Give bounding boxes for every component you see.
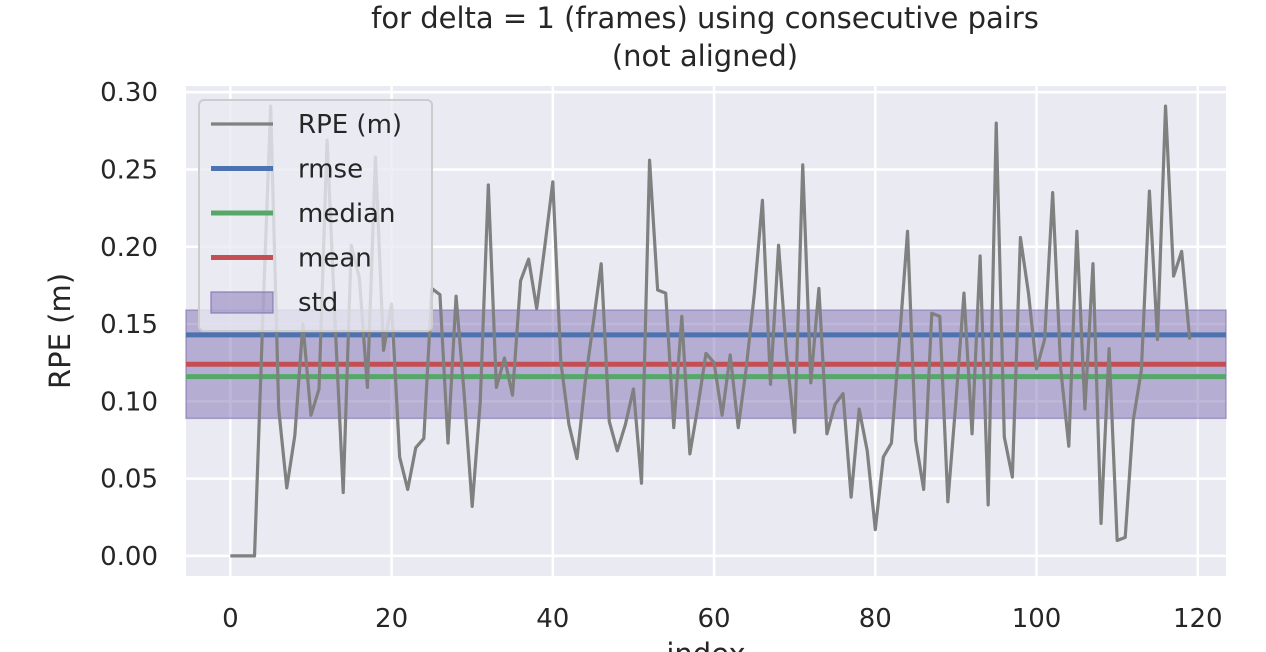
legend-label-4: std [298,288,338,318]
legend-label-1: rmse [298,155,363,185]
legend-label-0: RPE (m) [298,110,402,140]
legend-label-3: mean [298,244,372,274]
y-tick-label-3: 0.15 [100,310,158,340]
x-tick-label-5: 100 [1012,604,1062,634]
chart-title-line-2: (not aligned) [612,39,798,73]
y-tick-label-2: 0.10 [100,387,158,417]
y-tick-label-1: 0.05 [100,465,158,495]
x-tick-labels: 0 20 40 60 80 100 120 [222,604,1223,634]
y-tick-label-4: 0.20 [100,233,158,263]
legend-box [198,99,433,332]
x-tick-label-2: 40 [536,604,569,634]
x-tick-label-6: 120 [1173,604,1223,634]
chart-title-line-1: for delta = 1 (frames) using consecutive… [371,1,1039,35]
y-tick-labels: 0.00 0.05 0.10 0.15 0.20 0.25 0.30 [100,78,158,572]
x-tick-label-1: 20 [375,604,408,634]
stat-lines-group [186,332,1226,380]
y-tick-label-0: 0.00 [100,542,158,572]
y-axis-label: RPE (m) [43,273,77,389]
x-axis-label: index [666,637,745,652]
y-tick-label-5: 0.25 [100,155,158,185]
legend-label-2: median [298,199,395,229]
x-tick-label-4: 80 [859,604,892,634]
x-tick-label-0: 0 [222,604,239,634]
legend-swatch-4 [210,291,274,314]
y-tick-label-6: 0.30 [100,78,158,108]
legend: RPE (m) rmse median mean std [198,99,433,332]
x-tick-label-3: 60 [698,604,731,634]
